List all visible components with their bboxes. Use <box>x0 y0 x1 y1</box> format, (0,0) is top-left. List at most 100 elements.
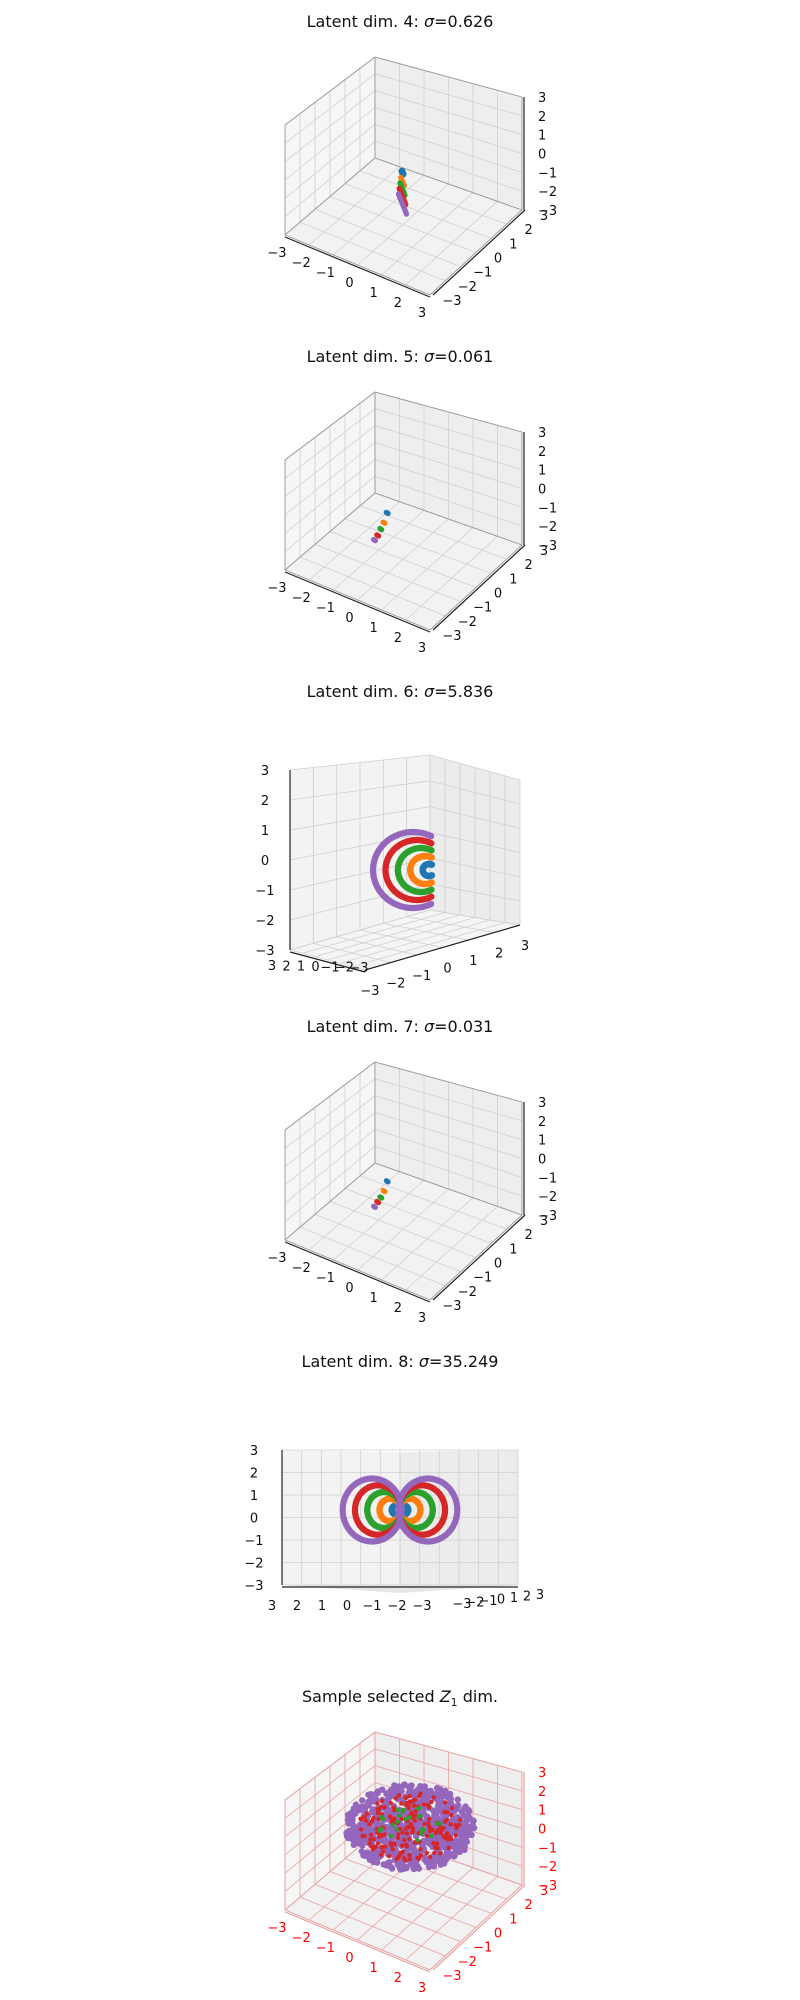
data-point <box>382 1844 388 1849</box>
data-point <box>422 1788 429 1795</box>
x-tick-label: −2 <box>386 977 405 992</box>
data-point <box>375 1801 380 1806</box>
pane-edge <box>284 1162 376 1241</box>
data-point <box>386 1859 393 1866</box>
data-point <box>390 1851 397 1858</box>
data-point <box>387 1853 392 1859</box>
data-point <box>454 1506 461 1514</box>
y-tick-label: 0 <box>494 252 502 267</box>
data-point <box>405 1506 412 1514</box>
y-tick-label: 0 <box>494 587 502 602</box>
z-tick-label: 1 <box>538 1134 546 1149</box>
data-point <box>407 1852 412 1858</box>
data-point <box>457 1817 463 1823</box>
z-tick-label: 1 <box>261 824 269 839</box>
data-point <box>387 1814 393 1819</box>
data-point <box>372 538 378 544</box>
y-tick-label: −2 <box>458 1285 477 1300</box>
data-point <box>376 533 382 539</box>
z-tick-label: −3 <box>255 944 274 959</box>
z-tick-label: 2 <box>538 110 546 125</box>
x-axis-line <box>284 236 431 298</box>
x-tick-label: 2 <box>394 1301 402 1316</box>
data-point <box>442 1800 448 1805</box>
z-tick-label: 1 <box>250 1489 258 1504</box>
z-tick-label: 2 <box>250 1467 258 1482</box>
data-point <box>403 1864 410 1872</box>
data-point <box>379 527 385 533</box>
chart-panel-6: Sample selected Z1 dim.−3−2−10123−3−2−10… <box>267 1687 557 1996</box>
z-tick-label: 2 <box>538 1785 546 1800</box>
z-tick-label: −3 <box>244 1579 263 1594</box>
y-tick-label: −2 <box>458 615 477 630</box>
data-point <box>381 1849 386 1854</box>
data-point <box>435 1827 440 1833</box>
data-point <box>417 1783 424 1790</box>
y-tick-label: −1 <box>473 1941 492 1956</box>
data-point <box>370 1798 377 1805</box>
y-axis-line <box>289 951 366 973</box>
data-point <box>373 1790 380 1797</box>
z-tick-label: 0 <box>261 854 269 869</box>
data-point <box>456 1848 463 1856</box>
x-tick-label: −2 <box>292 256 311 271</box>
data-point <box>368 1832 374 1838</box>
pane-floor <box>282 1585 518 1593</box>
chart-title: Latent dim. 6: σ=5.836 <box>307 682 494 701</box>
x-axis-line <box>284 1911 431 1973</box>
pane-edge <box>284 1731 376 1801</box>
y-tick-label: −2 <box>465 1596 484 1611</box>
z-tick-label: −1 <box>538 166 557 181</box>
data-point <box>428 886 435 893</box>
x-tick-label: −3 <box>267 1251 286 1266</box>
data-point <box>438 1851 443 1856</box>
title-symbol: σ <box>424 347 435 366</box>
data-point <box>422 1822 427 1827</box>
data-point <box>405 1825 410 1830</box>
data-point <box>430 1862 437 1869</box>
pane-edge <box>284 1909 431 1971</box>
title-value: =0.626 <box>434 12 493 31</box>
z-tick-label: −1 <box>255 884 274 899</box>
z-tick-label: 0 <box>538 1823 546 1838</box>
x-tick-label: −3 <box>267 1921 286 1936</box>
chart-title: Sample selected Z1 dim. <box>302 1687 498 1709</box>
data-point <box>400 1849 405 1855</box>
z-tick-label: −3 <box>538 539 557 554</box>
x-tick-label: 3 <box>418 641 426 656</box>
data-point <box>443 1850 450 1857</box>
pane-floor <box>285 1163 522 1300</box>
data-point <box>369 1806 377 1813</box>
z-tick-label: −3 <box>538 1209 557 1224</box>
z-tick-label: 3 <box>538 426 546 441</box>
data-point <box>441 1506 449 1514</box>
y-tick-label: −3 <box>349 961 368 976</box>
data-point <box>367 1791 375 1798</box>
y-axis-line <box>432 1884 526 1971</box>
x-tick-label: −3 <box>267 581 286 596</box>
data-point <box>427 900 435 908</box>
data-point <box>390 1847 395 1852</box>
data-point <box>421 1827 426 1833</box>
x-tick-label: 2 <box>394 296 402 311</box>
data-point <box>438 1842 446 1850</box>
pane-edge <box>374 492 523 546</box>
data-point <box>375 1841 381 1846</box>
y-tick-label: 3 <box>540 1884 548 1899</box>
x-tick-label: 0 <box>345 611 353 626</box>
data-point <box>403 211 410 217</box>
data-point <box>442 1809 447 1815</box>
title-symbol: σ <box>424 682 435 701</box>
z-tick-label: −1 <box>538 501 557 516</box>
data-point <box>407 1815 413 1820</box>
data-point <box>398 1862 405 1869</box>
z-tick-label: 0 <box>538 483 546 498</box>
z-tick-label: 2 <box>538 1115 546 1130</box>
data-point <box>427 1854 433 1860</box>
pane-edge <box>374 1731 523 1773</box>
pane-edge <box>374 1061 523 1103</box>
z-tick-label: 0 <box>538 148 546 163</box>
pane-edge <box>429 209 523 296</box>
chart-title: Latent dim. 8: σ=35.249 <box>302 1352 499 1371</box>
